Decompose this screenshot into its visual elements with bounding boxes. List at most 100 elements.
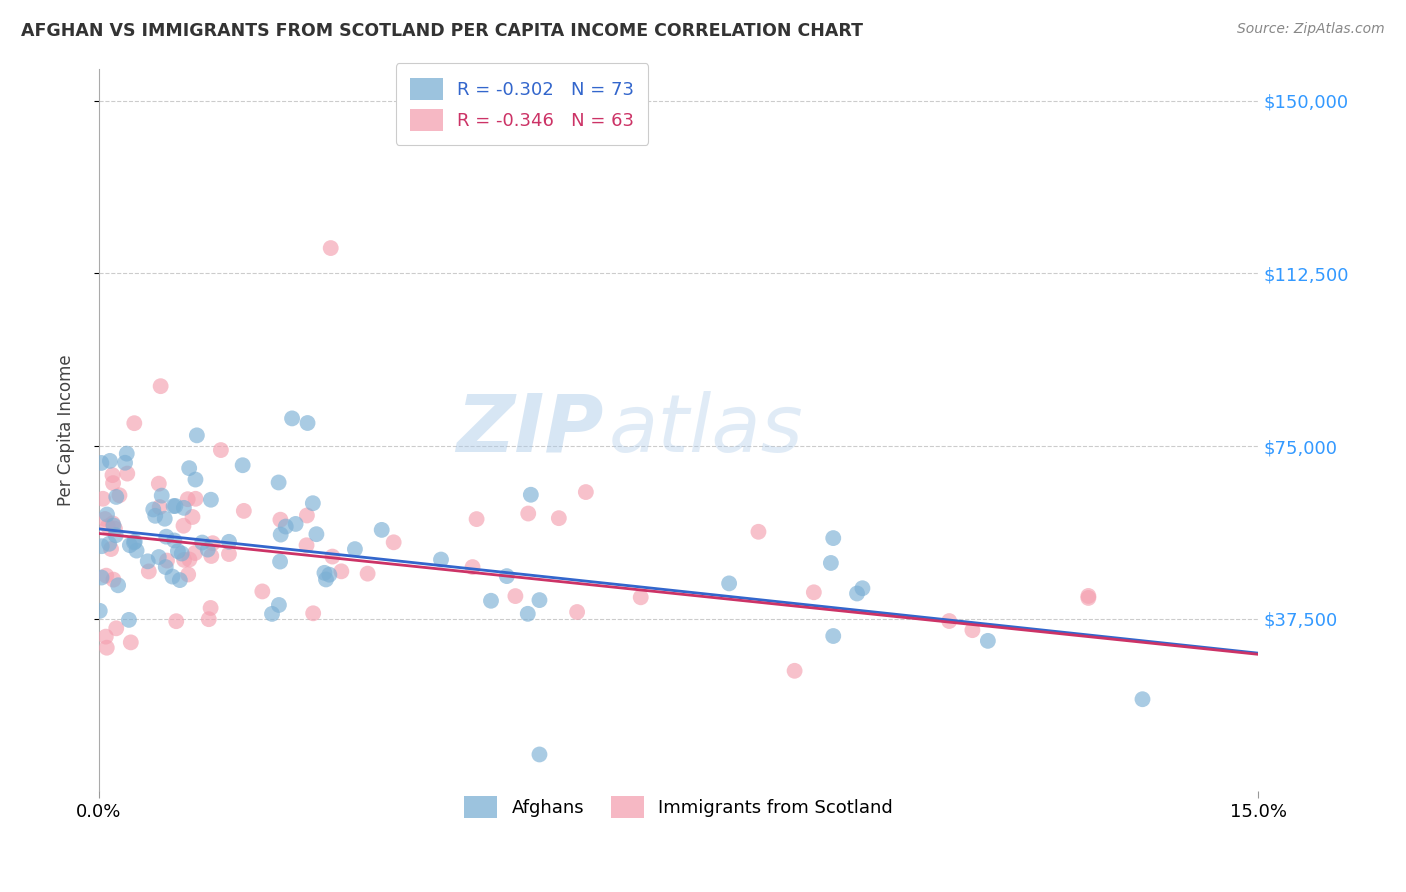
Point bbox=[1077, 591, 1099, 605]
Point bbox=[155, 530, 177, 544]
Point bbox=[165, 614, 187, 628]
Point bbox=[575, 485, 598, 500]
Point bbox=[209, 443, 232, 458]
Point bbox=[319, 241, 342, 255]
Point bbox=[148, 476, 170, 491]
Point bbox=[150, 489, 173, 503]
Point bbox=[94, 630, 117, 644]
Point bbox=[197, 542, 219, 557]
Point bbox=[179, 461, 201, 475]
Point bbox=[823, 531, 845, 545]
Point bbox=[138, 565, 160, 579]
Point bbox=[173, 500, 195, 515]
Point bbox=[274, 519, 297, 533]
Point bbox=[267, 598, 290, 612]
Point bbox=[149, 379, 172, 393]
Point bbox=[117, 467, 139, 481]
Point bbox=[142, 502, 165, 516]
Point bbox=[1077, 589, 1099, 603]
Point bbox=[321, 549, 343, 564]
Point bbox=[101, 516, 124, 531]
Point bbox=[162, 569, 184, 583]
Point bbox=[98, 537, 121, 551]
Point bbox=[200, 601, 222, 615]
Point bbox=[252, 584, 274, 599]
Point bbox=[370, 523, 392, 537]
Point bbox=[143, 508, 166, 523]
Point bbox=[90, 456, 112, 470]
Point bbox=[115, 447, 138, 461]
Point bbox=[120, 635, 142, 649]
Point bbox=[167, 544, 190, 558]
Point bbox=[517, 507, 540, 521]
Point bbox=[200, 549, 222, 563]
Point bbox=[529, 593, 551, 607]
Point bbox=[136, 554, 159, 568]
Point bbox=[186, 428, 208, 442]
Text: ZIP: ZIP bbox=[456, 391, 603, 469]
Point bbox=[179, 552, 201, 566]
Point bbox=[851, 581, 873, 595]
Point bbox=[103, 573, 125, 587]
Point bbox=[382, 535, 405, 549]
Point bbox=[184, 546, 207, 560]
Point bbox=[823, 629, 845, 643]
Point bbox=[232, 504, 254, 518]
Point bbox=[565, 605, 588, 619]
Point bbox=[118, 538, 141, 552]
Point bbox=[305, 527, 328, 541]
Text: AFGHAN VS IMMIGRANTS FROM SCOTLAND PER CAPITA INCOME CORRELATION CHART: AFGHAN VS IMMIGRANTS FROM SCOTLAND PER C… bbox=[21, 22, 863, 40]
Point bbox=[169, 573, 191, 587]
Point bbox=[803, 585, 825, 599]
Point bbox=[356, 566, 378, 581]
Point bbox=[155, 560, 177, 574]
Point bbox=[103, 518, 125, 533]
Point bbox=[114, 456, 136, 470]
Point bbox=[232, 458, 254, 473]
Point bbox=[260, 607, 283, 621]
Point bbox=[96, 568, 118, 582]
Point bbox=[125, 543, 148, 558]
Point bbox=[270, 527, 292, 541]
Point bbox=[747, 524, 769, 539]
Point bbox=[1132, 692, 1154, 706]
Point bbox=[218, 534, 240, 549]
Point bbox=[149, 500, 172, 514]
Point bbox=[516, 607, 538, 621]
Point bbox=[177, 492, 200, 507]
Point bbox=[184, 491, 207, 506]
Point bbox=[314, 566, 336, 580]
Point bbox=[163, 533, 186, 548]
Point bbox=[156, 553, 179, 567]
Text: atlas: atlas bbox=[609, 391, 804, 469]
Point bbox=[430, 552, 453, 566]
Point bbox=[200, 492, 222, 507]
Point bbox=[101, 468, 124, 483]
Point bbox=[94, 512, 117, 526]
Point bbox=[630, 591, 652, 605]
Point bbox=[118, 613, 141, 627]
Point bbox=[177, 567, 200, 582]
Point bbox=[330, 564, 353, 578]
Point bbox=[98, 454, 121, 468]
Point bbox=[165, 499, 187, 513]
Point bbox=[89, 604, 111, 618]
Point bbox=[108, 488, 131, 502]
Point bbox=[90, 570, 112, 584]
Point bbox=[846, 586, 869, 600]
Point bbox=[181, 510, 204, 524]
Point bbox=[269, 555, 291, 569]
Point bbox=[520, 488, 543, 502]
Point bbox=[104, 522, 127, 536]
Point bbox=[267, 475, 290, 490]
Y-axis label: Per Capita Income: Per Capita Income bbox=[58, 354, 75, 506]
Point bbox=[295, 508, 318, 523]
Point bbox=[184, 473, 207, 487]
Point bbox=[962, 623, 984, 637]
Point bbox=[191, 535, 214, 549]
Point bbox=[820, 556, 842, 570]
Point bbox=[97, 519, 120, 533]
Point bbox=[90, 539, 112, 553]
Point bbox=[302, 496, 325, 510]
Text: Source: ZipAtlas.com: Source: ZipAtlas.com bbox=[1237, 22, 1385, 37]
